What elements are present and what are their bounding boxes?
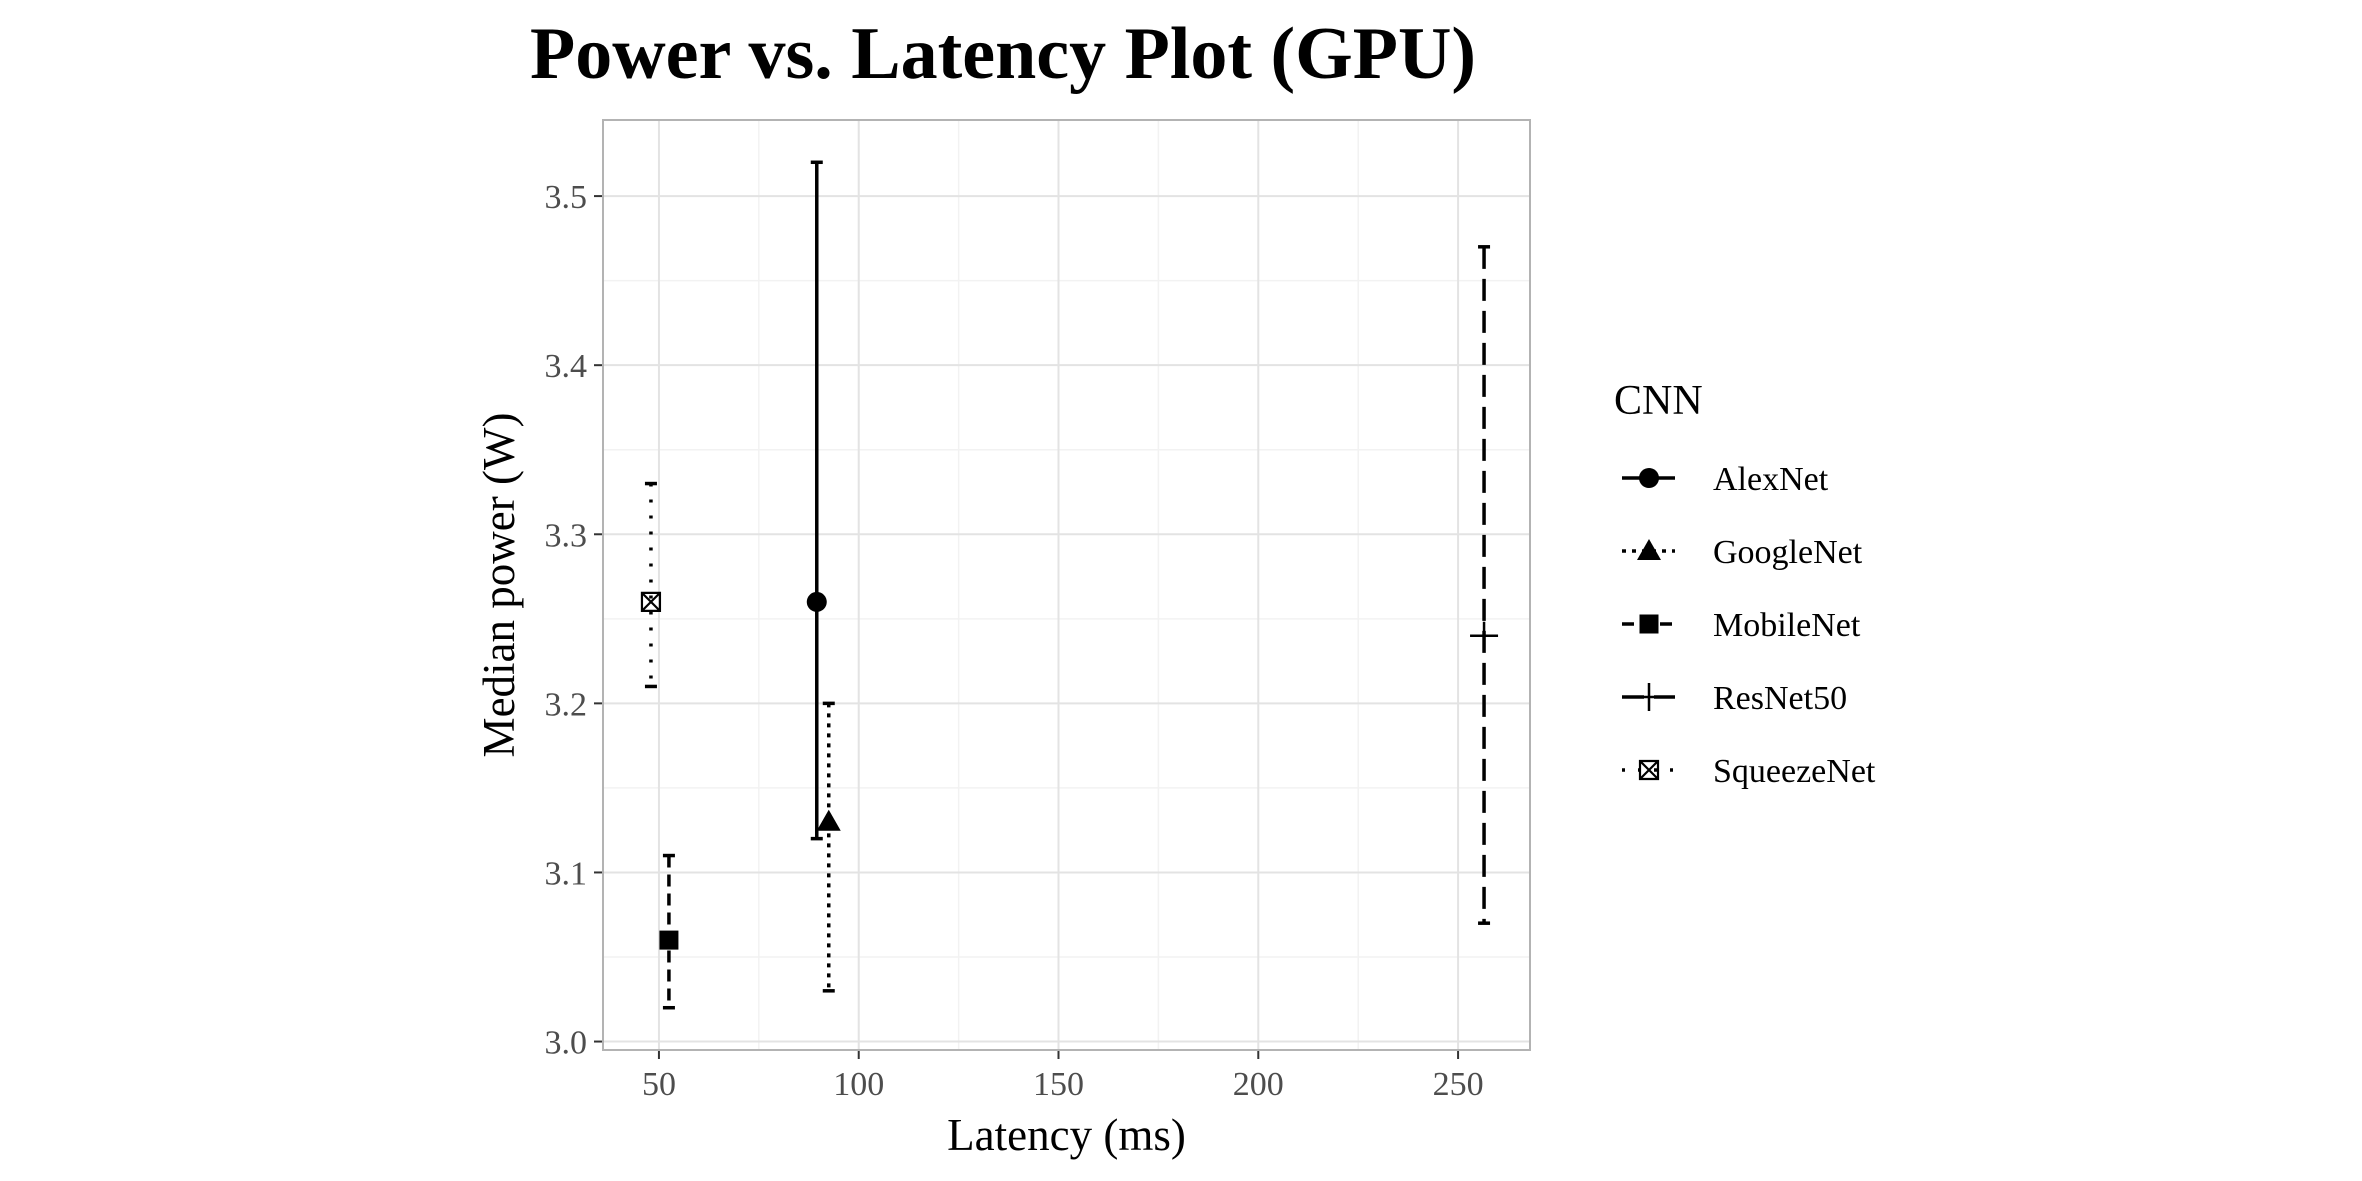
data-point	[816, 809, 841, 831]
legend-key-symbol	[1639, 614, 1659, 634]
data-point	[806, 591, 827, 612]
legend-title: CNN	[1614, 378, 1703, 424]
series-googlenet	[816, 701, 841, 993]
x-tick-label: 200	[1233, 1066, 1284, 1103]
legend-label: MobileNet	[1713, 607, 1861, 644]
x-tick-label: 250	[1433, 1066, 1484, 1103]
plot-border	[602, 119, 1531, 1051]
data-point	[640, 591, 662, 613]
y-axis-title: Median power (W)	[474, 413, 524, 758]
legend-key-symbol	[1637, 539, 1661, 560]
plot-panel: 50 100 150 200 250 3.0 3.1 3.2 3.3 3.4 3.5	[545, 119, 1531, 1103]
series-mobilenet	[659, 853, 679, 1010]
legend-key-symbol	[1638, 759, 1660, 781]
legend-item-resnet50: ResNet50	[1622, 680, 1847, 717]
legend-item-googlenet: GoogleNet	[1622, 534, 1863, 571]
legend-label: SqueezeNet	[1713, 753, 1876, 790]
series-squeezenet	[640, 481, 662, 689]
x-axis-title: Latency (ms)	[947, 1110, 1186, 1160]
series-resnet50	[1470, 245, 1499, 925]
legend: CNN AlexNet GoogleNet MobileNet ResNet50 Squ…	[1614, 378, 1876, 790]
x-tick-label: 100	[833, 1066, 884, 1103]
legend-item-squeezenet: SqueezeNet	[1622, 753, 1876, 790]
legend-label: AlexNet	[1713, 461, 1829, 498]
plot-background	[603, 120, 1530, 1050]
legend-key-symbol	[1635, 683, 1663, 711]
y-tick-label: 3.2	[545, 686, 588, 723]
legend-key-symbol	[1639, 468, 1659, 488]
y-tick-label: 3.5	[545, 179, 588, 216]
series-alexnet	[806, 160, 827, 841]
y-tick-label: 3.4	[545, 348, 588, 385]
legend-label: GoogleNet	[1713, 534, 1863, 571]
x-tick-label: 50	[642, 1066, 676, 1103]
legend-label: ResNet50	[1713, 680, 1847, 717]
data-point	[659, 930, 679, 950]
x-tick-label: 150	[1033, 1066, 1084, 1103]
legend-item-mobilenet: MobileNet	[1622, 607, 1861, 644]
legend-item-alexnet: AlexNet	[1622, 461, 1829, 498]
chart-title: Power vs. Latency Plot (GPU)	[530, 13, 1476, 95]
data-point	[1470, 621, 1499, 650]
y-tick-label: 3.1	[545, 855, 588, 892]
y-tick-label: 3.0	[545, 1025, 588, 1062]
y-tick-label: 3.3	[545, 517, 588, 554]
